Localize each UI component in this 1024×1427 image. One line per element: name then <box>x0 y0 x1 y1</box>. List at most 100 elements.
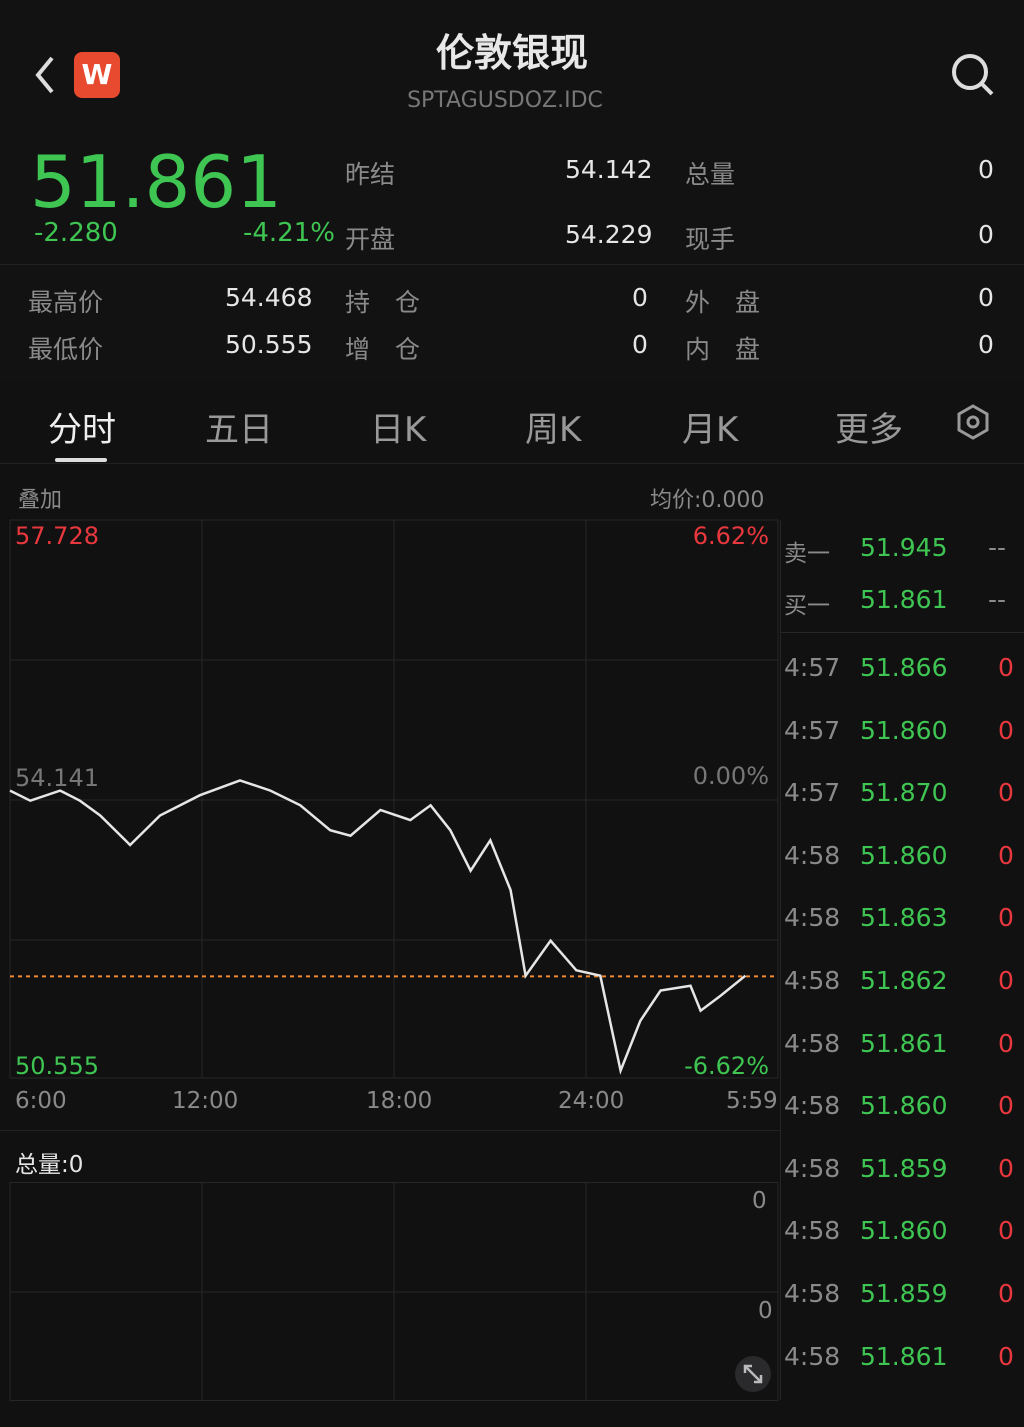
price-change-pct: -4.21% <box>243 218 335 248</box>
tick-time: 4:58 <box>784 1216 841 1246</box>
tick-price: 51.861 <box>860 1028 948 1058</box>
tick-volume: 0 <box>998 1153 1014 1183</box>
tick-time: 4:58 <box>784 1341 841 1371</box>
chevron-left-icon <box>35 56 54 94</box>
avg-price: 均价:0.000 <box>650 488 765 513</box>
search-button[interactable] <box>948 50 998 100</box>
tab-period[interactable]: 周K <box>525 410 582 450</box>
field-value: 0 <box>978 330 994 359</box>
y-label-bottom: 50.555 <box>15 1052 99 1080</box>
bid-label: 买一 <box>784 593 830 619</box>
x-tick: 12:00 <box>172 1088 239 1114</box>
tick-volume: 0 <box>998 1028 1014 1058</box>
intraday-chart[interactable] <box>0 515 780 1085</box>
tick-volume: 0 <box>998 840 1014 870</box>
tick-volume: 0 <box>998 715 1014 745</box>
field-label: 最低价 <box>28 335 104 364</box>
tick-time: 4:58 <box>784 1153 841 1183</box>
active-tab-indicator <box>55 458 107 462</box>
tick-time: 4:58 <box>784 1091 841 1121</box>
field-label: 现手 <box>685 225 736 254</box>
tick-time: 4:58 <box>784 1279 841 1308</box>
tick-price: 51.860 <box>860 1091 948 1121</box>
tick-price: 51.870 <box>860 778 948 808</box>
tick-time: 4:57 <box>784 715 841 745</box>
settings-hexagon-icon <box>957 404 989 440</box>
expand-icon <box>743 1364 763 1384</box>
tab-period[interactable]: 日K <box>370 410 427 450</box>
field-label: 总量 <box>685 160 736 189</box>
price-line <box>9 779 747 1075</box>
ask-volume: -- <box>988 533 1007 562</box>
volume-total: 总量:0 <box>15 1152 84 1178</box>
volume-axis-top: 0 <box>752 1188 767 1214</box>
overlay-button[interactable]: 叠加 <box>18 488 63 513</box>
tab-period[interactable]: 分时 <box>48 410 116 450</box>
field-value: 54.142 <box>565 155 653 184</box>
tab-period[interactable]: 五日 <box>205 410 273 450</box>
tick-price: 51.866 <box>860 653 948 682</box>
tick-price: 51.862 <box>860 966 948 995</box>
app-logo: W <box>74 52 120 98</box>
ask-price: 51.945 <box>860 533 948 562</box>
tick-volume: 0 <box>998 903 1014 933</box>
volume-chart <box>9 1182 779 1401</box>
field-label: 增 仓 <box>345 335 421 364</box>
tick-time: 4:58 <box>784 840 841 870</box>
field-value: 50.555 <box>225 330 313 359</box>
tick-price: 51.860 <box>860 715 948 745</box>
tick-time: 4:57 <box>784 653 841 682</box>
field-label: 持 仓 <box>345 288 421 317</box>
pct-label-bottom: -6.62% <box>684 1052 769 1080</box>
tick-volume: 0 <box>998 1341 1014 1371</box>
price-change: -2.280 <box>34 218 118 248</box>
pct-label-mid: 0.00% <box>692 762 769 790</box>
page-title: 伦敦银现 <box>435 31 588 75</box>
field-label: 开盘 <box>345 225 396 254</box>
field-label: 内 盘 <box>685 335 761 364</box>
tick-price: 51.861 <box>860 1341 948 1371</box>
x-tick: 24:00 <box>558 1088 625 1114</box>
x-tick: 6:00 <box>15 1088 67 1114</box>
tick-volume: 0 <box>998 653 1014 682</box>
tick-volume: 0 <box>998 778 1014 808</box>
field-value: 54.229 <box>565 220 653 249</box>
tick-price: 51.860 <box>860 1216 948 1246</box>
tick-volume: 0 <box>998 1091 1014 1121</box>
tick-time: 4:58 <box>784 966 841 995</box>
chart-settings-button[interactable] <box>955 403 991 445</box>
search-icon <box>952 54 994 96</box>
tick-volume: 0 <box>998 1279 1014 1308</box>
tab-period[interactable]: 月K <box>682 410 739 450</box>
y-label-top: 57.728 <box>15 522 99 550</box>
quote-header <box>0 0 1024 380</box>
tick-price: 51.859 <box>860 1279 948 1308</box>
field-label: 昨结 <box>345 160 396 189</box>
field-value: 0 <box>978 155 994 184</box>
field-value: 0 <box>632 283 648 312</box>
bid-volume: -- <box>988 585 1007 614</box>
y-label-mid: 54.141 <box>15 764 99 792</box>
x-tick: 5:59 <box>726 1088 778 1114</box>
tick-price: 51.860 <box>860 840 948 870</box>
volume-axis-mid: 0 <box>758 1298 773 1324</box>
field-value: 0 <box>632 330 648 359</box>
tick-time: 4:58 <box>784 1028 841 1058</box>
field-value: 0 <box>978 283 994 312</box>
tick-time: 4:57 <box>784 778 841 808</box>
bid-price: 51.861 <box>860 585 948 614</box>
ask-label: 卖一 <box>784 541 830 567</box>
back-button[interactable] <box>30 50 64 100</box>
tab-period[interactable]: 更多 <box>835 410 903 450</box>
tick-price: 51.859 <box>860 1153 948 1183</box>
tick-time: 4:58 <box>784 903 841 933</box>
tick-price: 51.863 <box>860 903 948 933</box>
last-price: 51.861 <box>30 140 282 224</box>
pct-label-top: 6.62% <box>692 522 769 550</box>
field-value: 0 <box>978 220 994 249</box>
symbol-code: SPTAGUSDOZ.IDC <box>407 88 603 113</box>
fullscreen-button[interactable] <box>735 1356 771 1392</box>
tick-volume: 0 <box>998 966 1014 995</box>
field-label: 外 盘 <box>685 288 761 317</box>
x-tick: 18:00 <box>366 1088 433 1114</box>
